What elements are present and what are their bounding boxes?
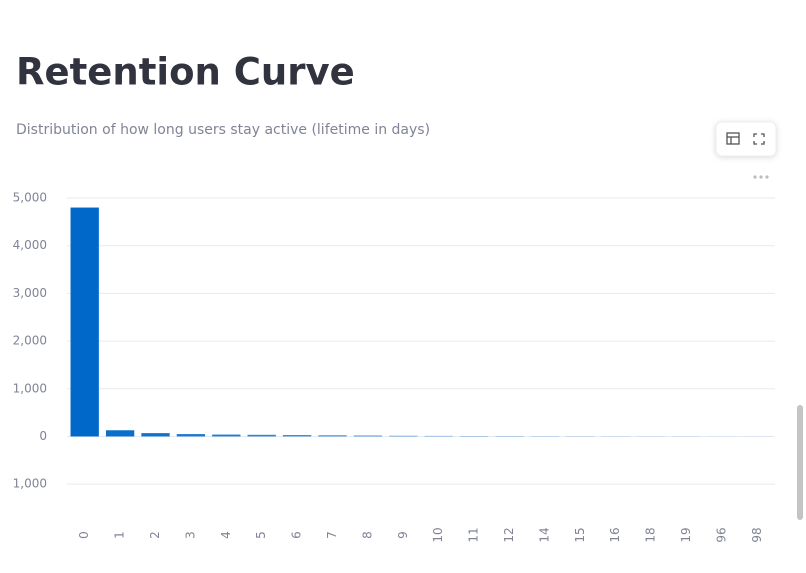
- bar: [177, 434, 205, 436]
- x-tick-label: 16: [608, 527, 622, 542]
- scrollbar[interactable]: [797, 405, 803, 520]
- bar: [389, 436, 417, 437]
- more-menu[interactable]: [753, 175, 768, 178]
- x-tick-label: 4: [219, 531, 233, 539]
- x-tick-label: 1: [113, 531, 127, 539]
- x-tick-label: 9: [396, 531, 410, 539]
- x-tick-label: 0: [77, 531, 91, 539]
- x-tick-label: 98: [750, 527, 764, 542]
- bar: [212, 435, 240, 437]
- chart-title: Retention Curve: [16, 51, 355, 94]
- bar: [283, 435, 311, 436]
- bar: [318, 435, 346, 436]
- x-tick-label: 6: [290, 531, 304, 539]
- y-tick-label: 5,000: [13, 191, 47, 205]
- y-tick-label: 4,000: [13, 238, 47, 252]
- bar: [71, 208, 99, 437]
- toolbar: [716, 122, 776, 179]
- bar: [248, 435, 276, 437]
- y-tick-label: 1,000: [13, 477, 47, 491]
- x-tick-label: 96: [714, 527, 728, 542]
- x-tick-label: 18: [644, 527, 658, 542]
- x-tick-label: 14: [537, 527, 551, 542]
- x-tick-label: 15: [573, 527, 587, 542]
- x-tick-label: 10: [431, 527, 445, 542]
- x-tick-label: 7: [325, 531, 339, 539]
- toolbar-box: [716, 122, 776, 156]
- x-tick-label: 5: [254, 531, 268, 539]
- x-tick-label: 2: [148, 531, 162, 539]
- y-tick-label: 1,000: [13, 381, 47, 395]
- bar: [425, 436, 453, 437]
- x-tick-label: 19: [679, 527, 693, 542]
- x-tick-label: 8: [360, 531, 374, 539]
- x-tick-label: 12: [502, 527, 516, 542]
- bar: [141, 433, 169, 436]
- x-tick-label: 11: [467, 527, 481, 542]
- bar: [106, 430, 134, 436]
- chart-subtitle: Distribution of how long users stay acti…: [16, 122, 430, 138]
- y-tick-label: 2,000: [13, 334, 47, 348]
- y-tick-label: 3,000: [13, 286, 47, 300]
- x-tick-label: 3: [183, 531, 197, 539]
- y-tick-label: 0: [39, 429, 47, 443]
- bar: [354, 436, 382, 437]
